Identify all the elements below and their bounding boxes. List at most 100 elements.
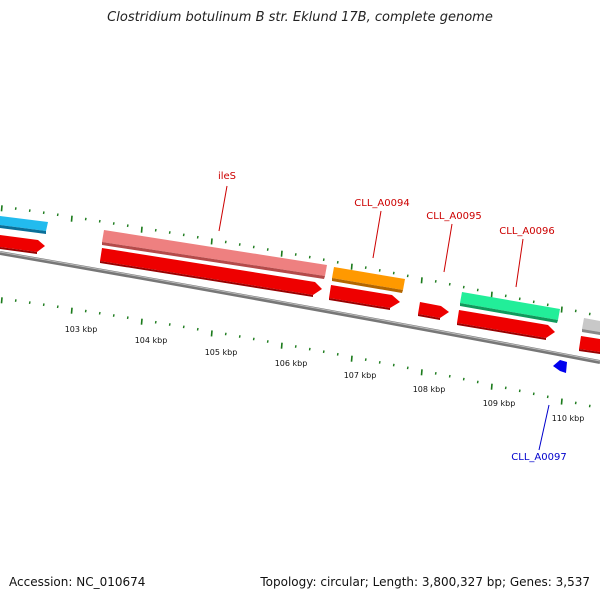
- outer-tick: [378, 268, 381, 272]
- gene-CLL_A0097[interactable]: [553, 360, 567, 373]
- cds-left-partial[interactable]: [0, 235, 45, 254]
- outer-tick: [182, 233, 185, 237]
- outer-tick: [406, 274, 409, 278]
- outer-tick: [364, 266, 367, 270]
- label-line-ileS: [218, 185, 228, 232]
- gene-label-ileS[interactable]: ileS: [218, 171, 236, 182]
- outer-tick: [574, 309, 577, 313]
- inner-tick: [280, 342, 283, 349]
- gene-CLL_A0096[interactable]: [460, 292, 560, 323]
- axis-label-110kbp: 110 kbp: [552, 414, 585, 423]
- gene-label-CLL_A0095[interactable]: CLL_A0095: [426, 211, 481, 222]
- gene-label-CLL_A0097[interactable]: CLL_A0097: [511, 452, 566, 463]
- outer-tick: [448, 282, 451, 286]
- gene-label-CLL_A0094[interactable]: CLL_A0094: [354, 198, 409, 209]
- inner-tick: [0, 297, 3, 304]
- outer-tick: [168, 231, 171, 234]
- inner-tick: [322, 350, 325, 354]
- outer-tick: [392, 271, 395, 275]
- inner-tick: [294, 345, 297, 348]
- outer-tick: [84, 217, 87, 221]
- label-line-CLL_A0094: [372, 210, 382, 259]
- inner-tick: [28, 301, 31, 304]
- inner-tick: [462, 377, 465, 381]
- inner-tick: [434, 372, 437, 375]
- inner-tick: [154, 320, 157, 324]
- outer-tick: [126, 224, 129, 228]
- inner-tick: [266, 340, 269, 343]
- gene-label-CLL_A0096[interactable]: CLL_A0096: [499, 226, 554, 237]
- inner-tick: [392, 363, 395, 367]
- outer-tick: [266, 248, 269, 251]
- outer-tick: [560, 306, 563, 313]
- outer-tick: [336, 260, 339, 264]
- outer-tick: [504, 294, 507, 298]
- genome-backbone: [0, 251, 600, 364]
- inner-tick: [364, 358, 367, 362]
- outer-tick: [196, 235, 199, 239]
- label-line-CLL_A0095: [443, 223, 453, 273]
- axis-label-105kbp: 105 kbp: [205, 348, 238, 357]
- axis-label-107kbp: 107 kbp: [344, 371, 377, 380]
- label-line-CLL_A0096: [515, 238, 524, 288]
- outer-tick: [42, 211, 45, 215]
- outer-tick: [322, 258, 325, 262]
- axis-label-109kbp: 109 kbp: [483, 399, 516, 408]
- inner-tick: [476, 380, 479, 384]
- cds-CLL_A0095[interactable]: [418, 302, 449, 320]
- label-line-CLL_A0097: [538, 404, 550, 451]
- inner-tick: [42, 303, 45, 307]
- cds-CLL_A0094[interactable]: [329, 285, 400, 310]
- cds-CLL_A0096[interactable]: [457, 310, 555, 340]
- outer-tick: [112, 222, 115, 225]
- inner-tick: [224, 332, 227, 336]
- inner-tick: [574, 401, 577, 405]
- inner-tick: [182, 325, 185, 329]
- outer-tick: [546, 303, 549, 307]
- inner-tick: [560, 398, 563, 405]
- outer-tick: [462, 285, 465, 289]
- cds-right-partial[interactable]: [579, 336, 600, 354]
- inner-tick: [378, 360, 381, 364]
- genome-backbone-highlight: [0, 251, 600, 362]
- inner-tick: [532, 392, 535, 396]
- outer-tick: [588, 312, 591, 316]
- inner-tick: [308, 347, 311, 351]
- outer-tick: [434, 280, 437, 283]
- inner-tick: [70, 307, 73, 314]
- outer-tick: [140, 226, 143, 233]
- accession-label: Accession: NC_010674: [9, 575, 146, 589]
- cds-ileS[interactable]: [100, 248, 322, 297]
- outer-tick: [28, 209, 31, 212]
- axis-label-106kbp: 106 kbp: [275, 359, 308, 368]
- outer-tick: [252, 245, 255, 249]
- gene-right-partial[interactable]: [582, 318, 600, 335]
- inner-tick: [546, 395, 549, 399]
- outer-tick-track: [0, 205, 591, 316]
- inner-tick: [238, 335, 241, 338]
- outer-tick: [238, 243, 241, 246]
- outer-tick: [70, 215, 73, 222]
- inner-tick: [56, 305, 59, 309]
- inner-tick: [98, 311, 101, 315]
- inner-tick: [448, 374, 451, 378]
- inner-tick: [518, 389, 521, 393]
- outer-tick: [0, 205, 3, 212]
- outer-tick: [154, 228, 157, 232]
- gene-left-partial[interactable]: [0, 216, 48, 234]
- inner-tick: [112, 314, 115, 317]
- outer-tick: [280, 250, 283, 257]
- map-title: Clostridium botulinum B str. Eklund 17B,…: [107, 10, 493, 25]
- axis-label-104kbp: 104 kbp: [135, 336, 168, 345]
- axis-label-103kbp: 103 kbp: [65, 325, 98, 334]
- gene-CLL_A0094[interactable]: [332, 267, 405, 293]
- outer-tick: [14, 207, 17, 210]
- inner-tick: [126, 316, 129, 320]
- outer-tick: [98, 219, 101, 223]
- inner-tick: [420, 369, 423, 376]
- outer-tick: [308, 255, 311, 259]
- outer-tick: [350, 263, 353, 270]
- gene-ileS[interactable]: [102, 230, 327, 279]
- genome-summary: Topology: circular; Length: 3,800,327 bp…: [260, 575, 590, 589]
